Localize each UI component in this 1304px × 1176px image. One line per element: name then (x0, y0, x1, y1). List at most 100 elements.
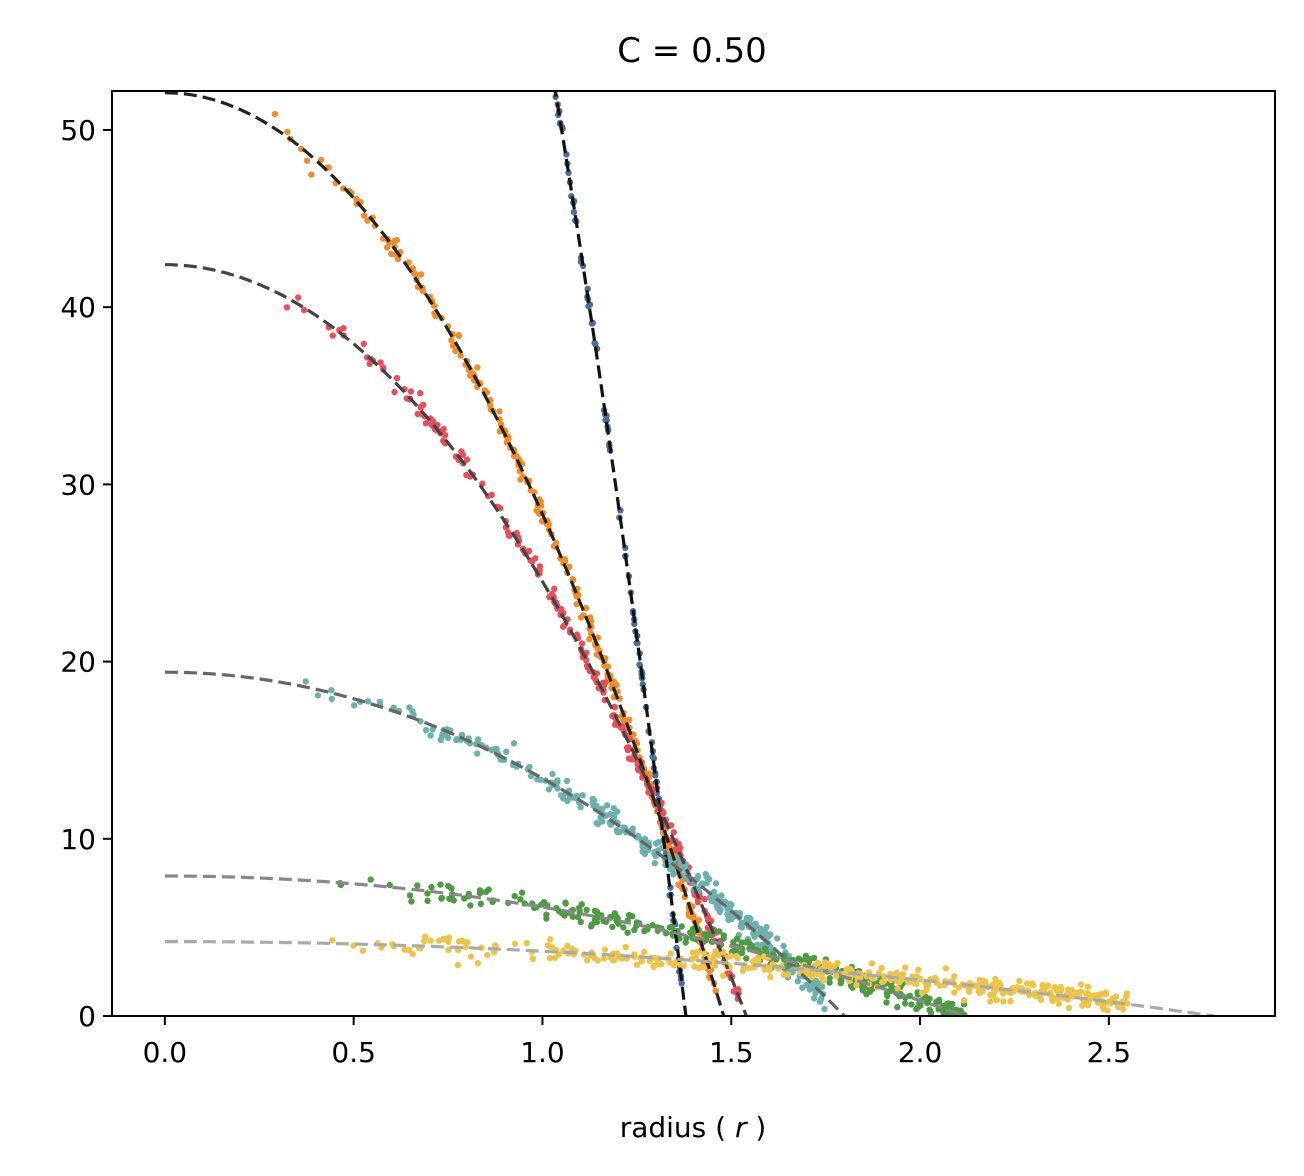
data-point (752, 920, 759, 927)
data-point (361, 212, 368, 219)
data-point (924, 998, 931, 1006)
data-point (314, 692, 322, 699)
data-point (367, 876, 374, 883)
data-point (609, 956, 617, 964)
data-point (923, 982, 930, 989)
data-point (763, 923, 770, 931)
y-axis: 0 10 20 30 40 50 (60, 114, 112, 1033)
data-point (593, 802, 600, 809)
data-point (1065, 1004, 1073, 1012)
data-point (579, 792, 586, 799)
data-point (926, 1006, 933, 1013)
data-point (766, 966, 773, 973)
data-point (492, 942, 499, 949)
data-point (699, 881, 706, 888)
data-point (667, 950, 674, 957)
data-point (819, 977, 827, 984)
data-point (583, 906, 590, 914)
data-point (833, 973, 840, 980)
data-point (906, 992, 914, 999)
data-point (475, 736, 482, 743)
data-point (908, 1001, 915, 1008)
data-point (1049, 996, 1056, 1003)
data-point (455, 331, 462, 339)
data-point (294, 294, 302, 301)
data-point (604, 802, 611, 809)
data-point (808, 973, 816, 981)
data-point (463, 471, 470, 479)
data-point (350, 702, 358, 709)
x-axis-label-suffix: ) (746, 1111, 766, 1144)
data-point (561, 558, 569, 565)
data-point (442, 432, 449, 439)
data-point (884, 992, 891, 1000)
data-point (1057, 988, 1064, 996)
data-point (1120, 1006, 1127, 1013)
data-point (767, 973, 774, 981)
data-point (727, 952, 735, 960)
data-point (628, 756, 635, 763)
data-point (545, 786, 553, 793)
data-point (715, 951, 722, 959)
data-point (474, 364, 481, 371)
data-point (453, 736, 461, 743)
data-point (429, 418, 437, 425)
data-point (364, 698, 372, 705)
data-point (561, 912, 568, 919)
data-point (694, 872, 702, 880)
data-point (738, 939, 745, 946)
data-point (611, 811, 618, 818)
data-point (931, 974, 939, 981)
data-point (584, 285, 591, 292)
data-point (737, 923, 744, 930)
data-point (548, 590, 556, 598)
data-point (987, 998, 994, 1005)
data-point (424, 890, 431, 897)
data-point (670, 866, 677, 874)
data-point (803, 970, 811, 977)
data-point (720, 935, 727, 942)
data-point (1084, 983, 1092, 990)
data-point (649, 922, 656, 929)
x-tick-label: 0.0 (143, 1036, 188, 1069)
data-point (735, 986, 742, 993)
data-point (951, 973, 958, 980)
data-point (905, 979, 912, 986)
data-point (878, 964, 885, 972)
data-point (517, 476, 524, 483)
data-point (1045, 982, 1052, 989)
data-point (1102, 991, 1110, 998)
data-point (414, 410, 421, 418)
data-point (302, 678, 309, 685)
data-point (300, 306, 308, 314)
data-point (577, 803, 584, 811)
data-point (784, 971, 792, 978)
data-point (611, 703, 618, 710)
data-point (593, 919, 600, 926)
data-point (517, 896, 524, 903)
data-point (901, 1000, 909, 1007)
data-point (951, 989, 958, 996)
data-point (631, 926, 638, 934)
x-tick-label: 0.5 (331, 1036, 376, 1069)
data-point (406, 704, 413, 711)
data-point (551, 585, 558, 592)
data-point (364, 217, 371, 224)
data-point (360, 340, 367, 347)
data-point (578, 640, 586, 647)
data-point (803, 981, 810, 989)
data-point (600, 955, 607, 962)
data-point (340, 325, 347, 332)
data-point (830, 962, 838, 970)
series-2-fit-curve (164, 91, 726, 1016)
data-point (546, 955, 554, 962)
data-point (407, 388, 415, 395)
data-point (715, 905, 722, 912)
data-point (651, 850, 658, 857)
data-point (476, 887, 484, 894)
data-point (477, 900, 484, 907)
data-point (457, 352, 464, 359)
data-point (554, 777, 561, 784)
data-point (734, 955, 741, 962)
